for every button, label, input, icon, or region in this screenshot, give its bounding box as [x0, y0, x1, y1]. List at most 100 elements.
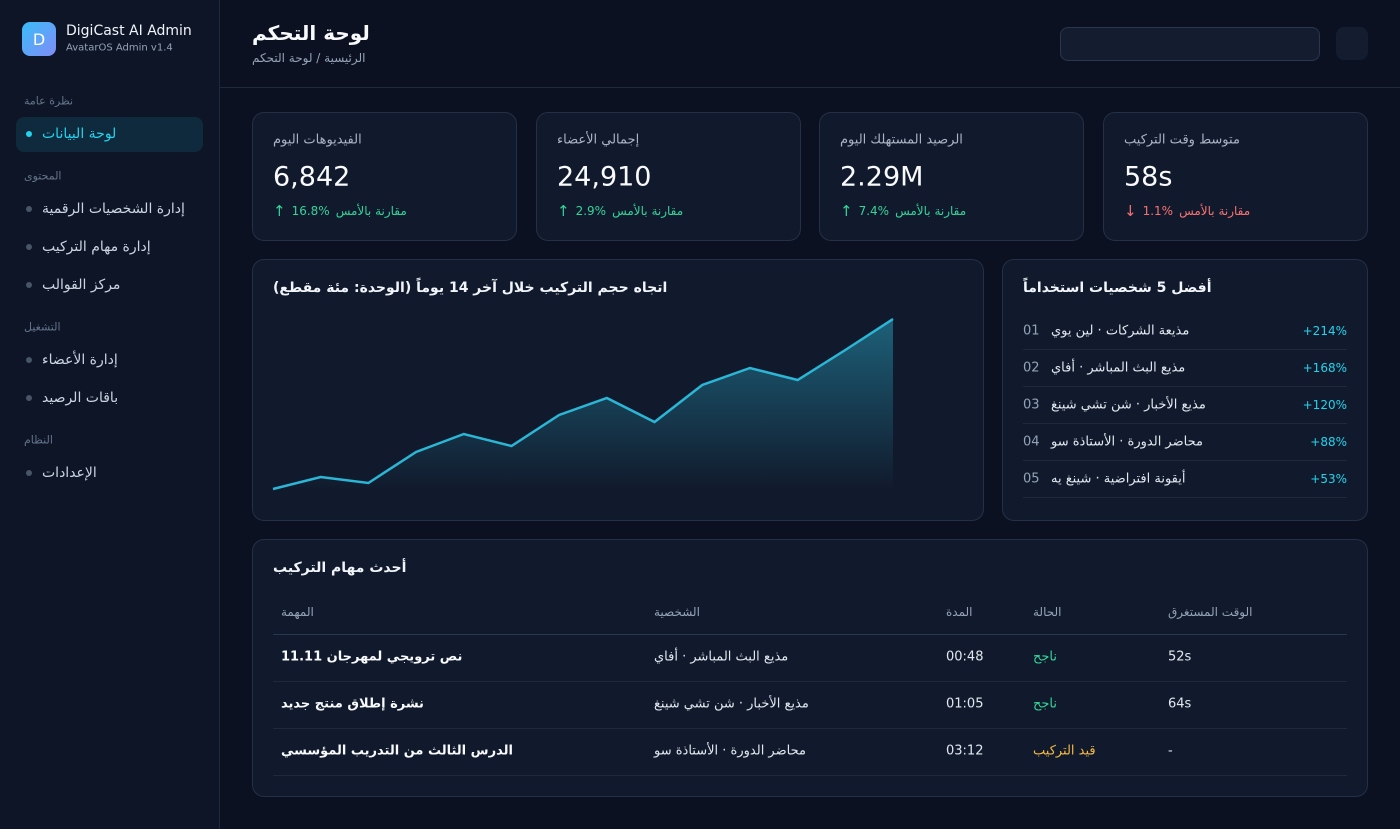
growth: +53% [1310, 472, 1347, 486]
stat-change: 2.9% [575, 204, 607, 218]
stat-change: 7.4% [858, 204, 890, 218]
nav-dot [26, 395, 32, 401]
row-divider [1023, 386, 1347, 387]
nav-dot [26, 470, 32, 476]
stat-label: إجمالي الأعضاء [557, 132, 640, 148]
nav-dot [26, 131, 32, 137]
row-divider [1023, 423, 1347, 424]
stat-value: 2.29M [840, 161, 924, 193]
stat-change: 1.1% [1142, 204, 1174, 218]
column-header: الوقت المستغرق [1168, 605, 1253, 619]
nav-item[interactable]: إدارة الشخصيات الرقمية [42, 201, 185, 217]
stat-card [1103, 112, 1368, 241]
stat-value: 6,842 [273, 161, 351, 193]
nav-item[interactable]: الإعدادات [42, 465, 97, 481]
stat-card [252, 112, 517, 241]
column-header: المدة [946, 605, 973, 619]
cell-time: - [1168, 743, 1173, 759]
rank: 03 [1023, 397, 1040, 413]
nav-item[interactable]: مركز القوالب [42, 277, 121, 293]
top-title: أفضل 5 شخصيات استخداماً [1023, 280, 1212, 296]
header-button[interactable] [1336, 27, 1368, 60]
row-divider [273, 681, 1347, 682]
top-card [1002, 259, 1368, 521]
stat-change: ↑ 2.9% مقارنة بالأمس [557, 202, 683, 220]
cell-duration: 03:12 [946, 743, 984, 759]
section-title: نظرة عامة [24, 94, 74, 108]
section-title: النظام [24, 433, 53, 447]
cell-persona: محاضر الدورة · الأستاذة سو [654, 743, 806, 759]
stat-note: مقارنة بالأمس [895, 204, 967, 218]
column-header: المهمة [281, 605, 314, 619]
rank: 02 [1023, 360, 1040, 376]
tasks-title: أحدث مهام التركيب [273, 560, 407, 576]
stat-change: ↑ 7.4% مقارنة بالأمس [840, 202, 966, 220]
tasks-card [252, 539, 1368, 797]
cell-status: قيد التركيب [1033, 743, 1096, 759]
stat-note: مقارنة بالأمس [335, 204, 407, 218]
logo: D [22, 22, 56, 56]
nav-dot [26, 244, 32, 250]
section-title: التشغيل [24, 320, 61, 334]
stat-label: الرصيد المستهلك اليوم [840, 132, 963, 148]
brand-version: AvatarOS Admin v1.4 [66, 42, 173, 54]
growth: +88% [1310, 435, 1347, 449]
stat-change: 16.8% [291, 204, 330, 218]
cell-task: الدرس الثالث من التدريب المؤسسي [281, 743, 513, 759]
row-divider [1023, 497, 1347, 498]
stat-label: الفيديوهات اليوم [273, 132, 362, 148]
cell-time: 52s [1168, 649, 1192, 665]
stat-note: مقارنة بالأمس [612, 204, 684, 218]
row-divider [273, 775, 1347, 776]
chart-title: اتجاه حجم التركيب خلال آخر 14 يوماً (الو… [273, 280, 668, 296]
nav-item[interactable]: إدارة مهام التركيب [42, 239, 151, 255]
page-title: لوحة التحكم [252, 21, 370, 45]
cell-persona: مذيع البث المباشر · أفاي [654, 649, 789, 665]
stat-change: ↑ 16.8% مقارنة بالأمس [273, 202, 407, 220]
persona-name: مذيع الأخبار · شن تشي شينغ [1051, 397, 1206, 413]
trend-arrow: ↑ [273, 202, 286, 220]
rank: 04 [1023, 434, 1040, 450]
column-header: الحالة [1033, 605, 1062, 619]
cell-status: ناجح [1033, 696, 1058, 712]
persona-name: أيقونة افتراضية · شينغ يه [1051, 471, 1186, 487]
growth: +120% [1302, 398, 1347, 412]
cell-task: نشرة إطلاق منتج جديد [281, 696, 424, 712]
header-divider [273, 634, 1347, 635]
breadcrumb: الرئيسية / لوحة التحكم [252, 51, 366, 65]
persona-name: مذيعة الشركات · لين يوي [1051, 323, 1190, 339]
nav-item[interactable]: إدارة الأعضاء [42, 352, 118, 368]
nav-dot [26, 206, 32, 212]
persona-name: محاضر الدورة · الأستاذة سو [1051, 434, 1203, 450]
stat-label: متوسط وقت التركيب [1124, 132, 1240, 148]
cell-status: ناجح [1033, 649, 1058, 665]
cell-persona: مذيع الأخبار · شن تشي شينغ [654, 696, 809, 712]
rank: 01 [1023, 323, 1040, 339]
column-header: الشخصية [654, 605, 700, 619]
active-bg [16, 117, 203, 152]
section-title: المحتوى [24, 169, 62, 183]
header-divider [220, 87, 1400, 88]
cell-duration: 00:48 [946, 649, 984, 665]
stat-note: مقارنة بالأمس [1179, 204, 1251, 218]
chart-card [252, 259, 984, 521]
stat-card [536, 112, 801, 241]
stat-card [819, 112, 1084, 241]
nav-dot [26, 357, 32, 363]
row-divider [1023, 460, 1347, 461]
brand-name: DigiCast AI Admin [66, 23, 192, 39]
nav-item[interactable]: باقات الرصيد [42, 390, 119, 406]
row-divider [1023, 349, 1347, 350]
stat-change: ↓ 1.1% مقارنة بالأمس [1124, 202, 1250, 220]
search-box[interactable] [1060, 27, 1320, 61]
cell-task: نص ترويجي لمهرجان 11.11 [281, 649, 463, 665]
rank: 05 [1023, 471, 1040, 487]
nav-item[interactable]: لوحة البيانات [42, 126, 117, 142]
cell-duration: 01:05 [946, 696, 984, 712]
persona-name: مذيع البث المباشر · أفاي [1051, 360, 1186, 376]
trend-arrow: ↑ [840, 202, 853, 220]
nav-dot [26, 282, 32, 288]
trend-arrow: ↓ [1124, 202, 1137, 220]
cell-time: 64s [1168, 696, 1192, 712]
